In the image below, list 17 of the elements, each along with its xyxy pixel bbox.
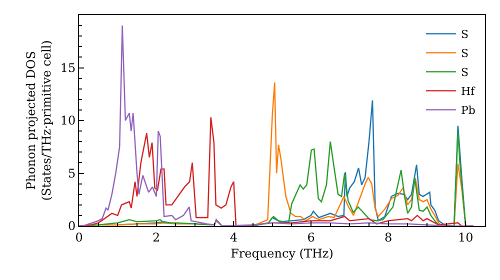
legend-label: Hf <box>460 85 476 98</box>
y-tick-label: 10 <box>60 114 76 128</box>
x-tick-label: 8 <box>384 230 392 244</box>
legend-label: S <box>460 66 468 80</box>
x-axis-title: Frequency (THz) <box>230 246 334 260</box>
legend-label: S <box>460 28 468 42</box>
line-series <box>79 24 474 226</box>
x-tick-label: 2 <box>152 230 160 244</box>
y-tick-label: 5 <box>68 166 76 180</box>
y-tick-label: 0 <box>68 219 76 234</box>
y-axis-title: Phonon projected DOS (States/THz·primitive cell) <box>24 40 54 201</box>
legend-label: Pb <box>460 104 476 118</box>
x-tick-label: 4 <box>230 230 238 244</box>
y-tick-label: 15 <box>60 60 76 75</box>
x-tick-label: 10 <box>458 230 474 244</box>
x-tick-label: 6 <box>307 230 315 244</box>
legend-label: S <box>460 47 468 60</box>
